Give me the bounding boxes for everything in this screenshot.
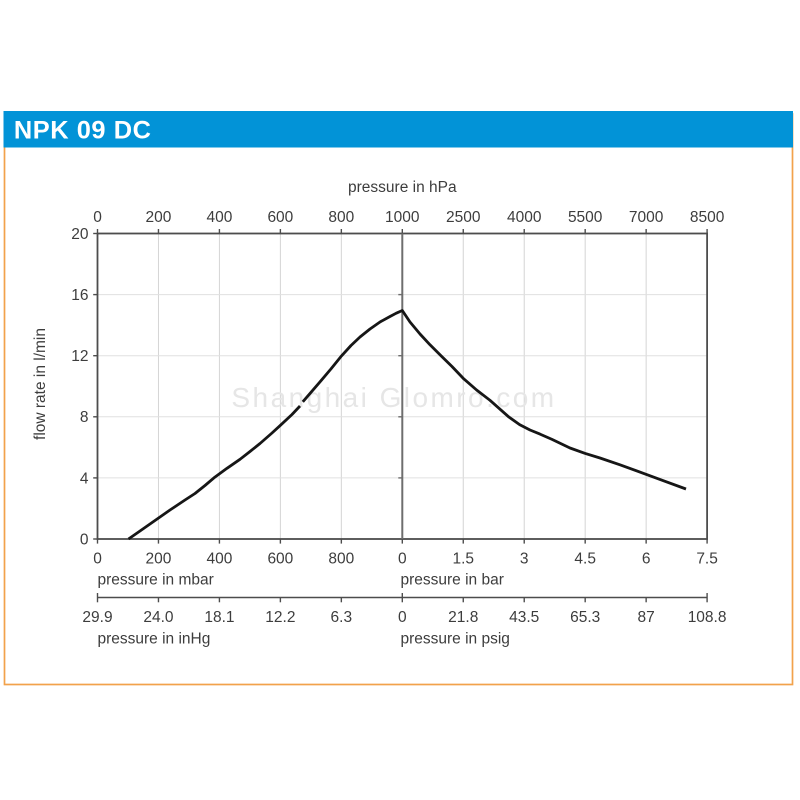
svg-text:0: 0 xyxy=(80,531,89,548)
svg-text:pressure in bar: pressure in bar xyxy=(401,572,504,589)
svg-text:3: 3 xyxy=(520,551,529,568)
svg-text:29.9: 29.9 xyxy=(82,609,112,626)
svg-text:4000: 4000 xyxy=(507,209,542,226)
svg-text:800: 800 xyxy=(328,551,354,568)
svg-text:800: 800 xyxy=(328,209,354,226)
svg-text:65.3: 65.3 xyxy=(570,609,600,626)
svg-text:6: 6 xyxy=(642,551,651,568)
svg-text:43.5: 43.5 xyxy=(509,609,539,626)
svg-text:200: 200 xyxy=(146,551,172,568)
svg-text:6.3: 6.3 xyxy=(331,609,353,626)
svg-text:7000: 7000 xyxy=(629,209,664,226)
svg-text:4.5: 4.5 xyxy=(574,551,596,568)
svg-text:400: 400 xyxy=(206,551,232,568)
svg-text:21.8: 21.8 xyxy=(448,609,478,626)
svg-text:12: 12 xyxy=(71,348,88,365)
svg-text:600: 600 xyxy=(267,551,293,568)
svg-text:87: 87 xyxy=(638,609,655,626)
svg-text:0: 0 xyxy=(398,609,407,626)
svg-text:0: 0 xyxy=(93,551,102,568)
svg-text:0: 0 xyxy=(93,209,102,226)
svg-text:1000: 1000 xyxy=(385,209,420,226)
svg-text:pressure in psig: pressure in psig xyxy=(401,631,510,648)
svg-text:600: 600 xyxy=(267,209,293,226)
svg-text:18.1: 18.1 xyxy=(204,609,234,626)
svg-text:5500: 5500 xyxy=(568,209,603,226)
svg-text:8500: 8500 xyxy=(690,209,725,226)
svg-text:108.8: 108.8 xyxy=(688,609,727,626)
svg-text:1.5: 1.5 xyxy=(452,551,474,568)
svg-text:400: 400 xyxy=(206,209,232,226)
svg-text:Shanghai Glomro.com: Shanghai Glomro.com xyxy=(231,382,556,413)
svg-text:NPK 09 DC: NPK 09 DC xyxy=(14,117,152,145)
svg-text:200: 200 xyxy=(146,209,172,226)
svg-text:2500: 2500 xyxy=(446,209,481,226)
svg-text:16: 16 xyxy=(71,287,88,304)
svg-text:20: 20 xyxy=(71,226,89,243)
svg-text:pressure in hPa: pressure in hPa xyxy=(348,179,457,196)
svg-text:8: 8 xyxy=(80,409,89,426)
svg-text:pressure in inHg: pressure in inHg xyxy=(98,631,211,648)
svg-text:pressure in mbar: pressure in mbar xyxy=(98,572,214,589)
svg-text:flow rate in l/min: flow rate in l/min xyxy=(32,328,49,440)
svg-text:24.0: 24.0 xyxy=(143,609,174,626)
svg-text:4: 4 xyxy=(80,470,89,487)
svg-text:7.5: 7.5 xyxy=(696,551,718,568)
svg-text:0: 0 xyxy=(398,551,407,568)
svg-text:12.2: 12.2 xyxy=(265,609,295,626)
